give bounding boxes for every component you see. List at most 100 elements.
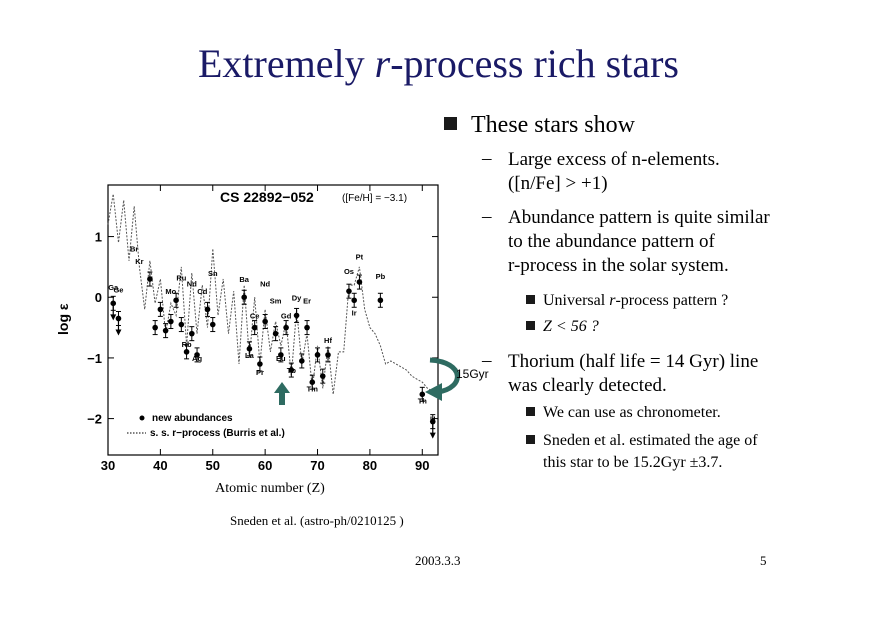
x-tick-label: 50 — [206, 458, 220, 473]
x-tick-label: 60 — [258, 458, 272, 473]
element-label: Os — [344, 267, 354, 276]
data-point — [246, 346, 253, 352]
data-point — [319, 373, 326, 379]
data-point — [204, 306, 211, 313]
element-label: Rb — [182, 340, 192, 349]
element-label: U — [430, 415, 435, 424]
data-point — [309, 379, 316, 385]
data-point — [272, 330, 279, 337]
element-label: Th — [418, 396, 428, 405]
element-label: Pt — [356, 253, 364, 262]
element-label: Ag — [192, 354, 202, 363]
chart-title: CS 22892−052 — [220, 189, 314, 205]
gyr-annotation: 15Gyr — [456, 367, 489, 381]
slide-title: Extremely r-process rich stars — [198, 41, 679, 86]
upper-limit-head — [110, 314, 117, 321]
element-label: Ir — [352, 308, 357, 317]
data-point — [346, 288, 352, 294]
data-point — [189, 330, 195, 337]
element-label: Ba — [239, 275, 249, 284]
curved-arrow-head-icon — [425, 383, 442, 401]
solar-r-process-curve — [107, 194, 434, 395]
data-point — [178, 321, 185, 328]
element-label: Tb — [287, 366, 297, 375]
data-point — [325, 352, 331, 358]
data-point — [288, 367, 295, 373]
element-label: Nd — [260, 279, 270, 288]
legend-points-label: new abundances — [152, 413, 233, 424]
data-point — [283, 324, 289, 331]
y-tick-label: −1 — [87, 351, 102, 366]
data-point — [168, 318, 174, 325]
element-label: La — [245, 351, 255, 360]
x-tick-label: 70 — [310, 458, 324, 473]
upper-limit-head — [115, 329, 122, 336]
upper-limit-head — [429, 432, 436, 439]
bullet-item-1: Large excess of n-elements. ([n/Fe] > +1… — [508, 149, 720, 194]
legend-point-marker — [139, 415, 145, 421]
data-point — [419, 391, 426, 398]
element-label: Sm — [270, 296, 282, 305]
chart-subtitle: ([Fe/H] = −3.1) — [342, 193, 407, 204]
data-point — [152, 324, 158, 331]
element-label: Nd — [187, 279, 197, 288]
data-point — [278, 352, 284, 358]
element-label: Gd — [281, 311, 292, 320]
element-label: Br — [130, 245, 138, 254]
element-label: Cd — [197, 287, 207, 296]
element-label: Eu — [276, 354, 286, 363]
y-tick-label: 0 — [95, 290, 102, 305]
data-point — [377, 297, 384, 304]
data-point — [173, 297, 179, 304]
data-point — [183, 349, 190, 355]
element-label: Dy — [292, 293, 302, 302]
element-label: Hf — [324, 336, 332, 345]
data-point — [262, 318, 268, 325]
element-label: Tm — [307, 384, 319, 393]
data-point — [304, 324, 310, 331]
sub-bullet-3: We can use as chronometer. — [526, 402, 721, 424]
sub-bullet-4: Sneden et al. estimated the age of this … — [526, 430, 758, 474]
data-point — [194, 352, 200, 358]
curved-arrow-icon — [429, 357, 460, 395]
y-tick-label: −2 — [87, 412, 102, 427]
element-label: Er — [303, 296, 311, 305]
data-point — [147, 276, 153, 282]
bullet-item-2: Abundance pattern is quite similar to th… — [508, 207, 770, 276]
data-point — [241, 294, 247, 301]
page-number: 5 — [760, 553, 767, 568]
element-label: Pr — [256, 368, 264, 377]
data-point — [257, 361, 263, 367]
x-tick-label: 30 — [101, 458, 115, 473]
element-label: Ce — [250, 311, 260, 320]
chart-ylabel: log ε — [55, 303, 71, 335]
plot-frame — [107, 184, 439, 456]
data-point — [157, 306, 164, 313]
y-tick-label: 1 — [95, 230, 102, 245]
data-point — [299, 358, 305, 364]
up-arrow-icon — [274, 382, 290, 405]
data-point — [209, 321, 216, 328]
x-tick-label: 90 — [415, 458, 429, 473]
bullet-main: These stars show — [444, 112, 635, 139]
sub-bullet-2: Z < 56 ? — [526, 316, 599, 338]
legend-line-label: s. s. r−process (Burris et al.) — [150, 428, 285, 439]
data-point — [251, 324, 258, 331]
element-label: Kr — [135, 257, 143, 266]
element-label: Pb — [376, 272, 386, 281]
data-point — [356, 279, 363, 285]
element-label: Ru — [176, 273, 186, 282]
sub-bullet-1: Universal r-process pattern ? — [526, 290, 728, 312]
element-label: Ga — [108, 283, 119, 292]
figure-credit: Sneden et al. (astro-ph/0210125 ) — [230, 513, 404, 528]
x-tick-label: 80 — [363, 458, 377, 473]
data-point — [314, 352, 321, 358]
data-point — [162, 327, 169, 334]
data-point — [351, 297, 357, 304]
data-point — [293, 312, 300, 319]
element-label: Ge — [113, 285, 123, 294]
x-tick-label: 40 — [153, 458, 167, 473]
chart-xlabel: Atomic number (Z) — [215, 481, 325, 496]
bullet-item-3: Thorium (half life = 14 Gyr) line was cl… — [508, 351, 759, 396]
